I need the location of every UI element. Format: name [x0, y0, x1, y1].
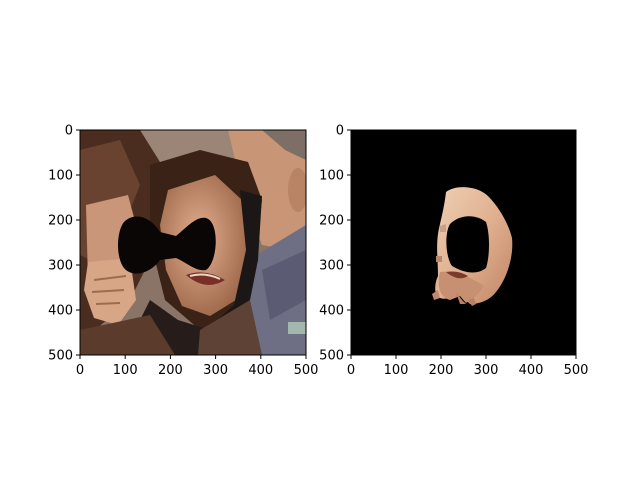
x-tick-label: 100 — [384, 363, 409, 378]
x-tick-label: 300 — [474, 363, 499, 378]
y-tick-label: 200 — [48, 214, 73, 229]
photo-image — [80, 130, 306, 355]
x-tick-label: 200 — [158, 363, 183, 378]
x-tick-label: 300 — [203, 363, 228, 378]
y-tick-label: 0 — [336, 124, 344, 139]
x-tick-label: 500 — [294, 363, 319, 378]
occlusion-mask — [118, 216, 216, 274]
y-tick-label: 500 — [48, 349, 73, 364]
x-tick-label: 100 — [113, 363, 138, 378]
photo-frame — [79, 129, 307, 356]
y-tick-label: 100 — [48, 169, 73, 184]
x-tick-label: 400 — [248, 363, 273, 378]
y-tick-label: 400 — [48, 304, 73, 319]
y-tick-label: 200 — [319, 214, 344, 229]
x-tick-label: 400 — [519, 363, 544, 378]
x-tick-label: 500 — [564, 363, 589, 378]
y-tick-label: 300 — [48, 259, 73, 274]
y-tick-label: 500 — [319, 349, 344, 364]
x-tick-label: 0 — [347, 363, 355, 378]
y-tick-label: 400 — [319, 304, 344, 319]
y-tick-label: 100 — [319, 169, 344, 184]
x-tick-label: 0 — [76, 363, 84, 378]
y-tick-label: 0 — [65, 124, 73, 139]
mask-frame — [350, 129, 577, 356]
x-tick-label: 200 — [429, 363, 454, 378]
mask-image — [351, 130, 576, 355]
y-tick-label: 300 — [319, 259, 344, 274]
